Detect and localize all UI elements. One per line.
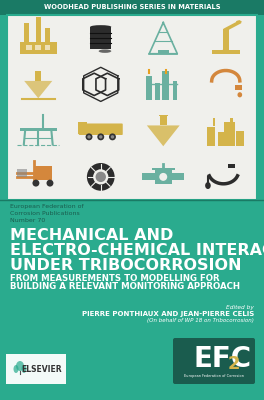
Bar — [155, 83, 160, 100]
Circle shape — [97, 133, 104, 140]
Bar — [173, 81, 177, 100]
Text: PIERRE PONTHIAUX AND JEAN-PIERRE CELIS: PIERRE PONTHIAUX AND JEAN-PIERRE CELIS — [82, 311, 254, 317]
Text: FROM MEASUREMENTS TO MODELLING FOR: FROM MEASUREMENTS TO MODELLING FOR — [10, 274, 220, 283]
Circle shape — [93, 169, 109, 184]
Text: Edited by: Edited by — [226, 305, 254, 310]
Bar — [6, 354, 66, 384]
Circle shape — [87, 163, 115, 191]
Bar — [162, 70, 169, 100]
Bar — [235, 86, 242, 90]
Bar — [146, 76, 152, 100]
Bar — [218, 132, 224, 146]
Bar — [45, 45, 50, 50]
Text: ELECTRO-CHEMICAL INTERACTIONS: ELECTRO-CHEMICAL INTERACTIONS — [10, 243, 264, 258]
Text: MECHANICAL AND: MECHANICAL AND — [10, 228, 173, 243]
Text: UNDER TRIBOCORROSION: UNDER TRIBOCORROSION — [10, 258, 242, 273]
Circle shape — [96, 172, 106, 182]
Ellipse shape — [238, 92, 242, 97]
Bar — [20, 128, 57, 131]
Bar — [206, 127, 215, 146]
Ellipse shape — [90, 25, 111, 28]
Text: EFC: EFC — [193, 345, 251, 373]
FancyBboxPatch shape — [79, 124, 123, 135]
Circle shape — [111, 135, 114, 139]
Bar — [236, 131, 244, 146]
Text: BUILDING A RELEVANT MONITORING APPROACH: BUILDING A RELEVANT MONITORING APPROACH — [10, 282, 240, 291]
Bar — [158, 50, 169, 54]
Bar — [224, 122, 235, 146]
Circle shape — [87, 135, 91, 139]
Bar — [159, 115, 168, 116]
Text: European Federation of Corrosion: European Federation of Corrosion — [184, 374, 244, 378]
Text: (On behalf of WP 18 on Tribocorrosion): (On behalf of WP 18 on Tribocorrosion) — [147, 318, 254, 323]
Bar — [212, 50, 240, 54]
Polygon shape — [147, 126, 180, 146]
Ellipse shape — [99, 49, 111, 53]
Bar — [142, 174, 155, 180]
Text: 2: 2 — [228, 355, 241, 373]
Bar — [35, 45, 41, 50]
Bar — [7, 15, 257, 200]
Bar — [155, 170, 172, 184]
Ellipse shape — [205, 182, 211, 189]
Bar — [90, 27, 111, 49]
Circle shape — [46, 180, 53, 186]
Bar — [36, 17, 41, 42]
Bar — [34, 166, 52, 180]
Circle shape — [109, 133, 116, 140]
Ellipse shape — [13, 365, 18, 373]
Bar — [35, 70, 41, 81]
Bar — [152, 168, 175, 170]
Bar — [230, 118, 233, 126]
Text: Number 70: Number 70 — [10, 218, 45, 223]
Bar — [213, 118, 215, 126]
Text: Corrosion Publications: Corrosion Publications — [10, 211, 80, 216]
Text: WOODHEAD PUBLISHING SERIES IN MATERIALS: WOODHEAD PUBLISHING SERIES IN MATERIALS — [44, 4, 220, 10]
Ellipse shape — [16, 361, 24, 371]
Circle shape — [32, 180, 39, 186]
Text: ELSEVIER: ELSEVIER — [22, 364, 62, 374]
Bar — [20, 42, 57, 54]
Bar — [78, 122, 87, 134]
Text: European Federation of: European Federation of — [10, 204, 84, 209]
Circle shape — [86, 133, 92, 140]
Circle shape — [99, 135, 102, 139]
Ellipse shape — [223, 49, 229, 52]
Bar — [228, 164, 235, 168]
Ellipse shape — [236, 20, 242, 23]
Bar — [223, 30, 229, 50]
Bar — [17, 169, 26, 177]
Bar — [0, 0, 264, 15]
Ellipse shape — [21, 365, 26, 373]
Bar — [24, 22, 29, 42]
Bar — [45, 28, 50, 42]
Circle shape — [159, 172, 168, 182]
Bar — [26, 45, 32, 50]
Polygon shape — [24, 81, 52, 98]
FancyBboxPatch shape — [173, 338, 255, 384]
Bar — [160, 116, 167, 126]
Bar — [172, 174, 184, 180]
